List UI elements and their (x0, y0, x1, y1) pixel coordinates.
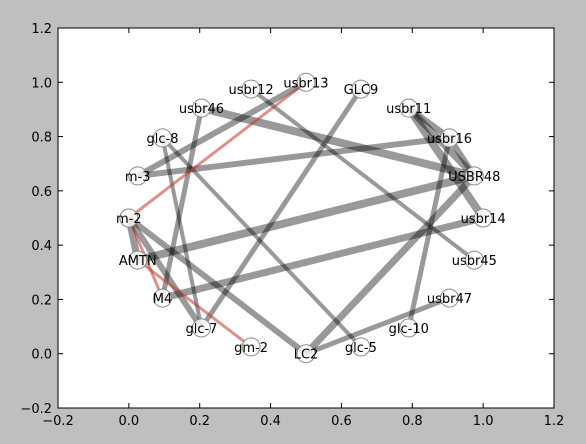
node-label-usbr47: usbr47 (427, 292, 472, 307)
node-usbr45 (464, 250, 484, 270)
node-LC2 (296, 344, 316, 364)
edge-usbr12-usbr45 (249, 87, 476, 262)
edges-layer (125, 79, 487, 357)
node-label-GLC9: GLC9 (344, 83, 379, 98)
x-tick-label: 0.6 (331, 414, 352, 429)
x-tick-label: 0.4 (260, 414, 281, 429)
x-tick-label: 0.2 (189, 414, 210, 429)
y-tick-label: 0.4 (31, 239, 52, 254)
node-glc-8 (153, 128, 173, 148)
node-label-LC2: LC2 (294, 348, 319, 363)
edge-usbr46-USBR48 (200, 104, 476, 180)
edge-AMTN-USBR48 (136, 172, 476, 264)
node-m-3 (128, 166, 148, 186)
node-label-gm-2: gm-2 (234, 341, 268, 356)
edge-usbr13-m-3 (136, 79, 308, 179)
y-tick-label: 0.6 (31, 185, 52, 200)
node-label-usbr12: usbr12 (229, 83, 274, 98)
y-tick-label: 0.8 (31, 131, 52, 146)
x-tick-label: 0.0 (119, 414, 140, 429)
node-glc-7 (191, 318, 211, 338)
edge-m-2-glc-7 (126, 216, 204, 330)
node-usbr14 (473, 208, 493, 228)
node-GLC9 (351, 79, 371, 99)
x-tick-label: −0.2 (42, 414, 74, 429)
edge-usbr46-M4 (160, 107, 204, 299)
y-tick-label: 1.2 (31, 22, 52, 37)
y-tick-label: 0.0 (31, 348, 52, 363)
edge-glc-8-glc-7 (160, 137, 204, 329)
edge-usbr13-m-2 (127, 81, 307, 220)
edge-usbr11-usbr14 (405, 105, 487, 221)
edge-M4-usbr14 (161, 214, 484, 302)
node-usbr16 (439, 128, 459, 148)
node-label-glc-7: glc-7 (185, 322, 217, 337)
y-tick-label: 1.0 (31, 76, 52, 91)
node-usbr11 (399, 98, 419, 118)
axis-ticks: −0.2 0.0 0.2 0.4 0.6 0.8 1.0 1.2 −0.2 0.0 0.2 0.4 0.… (20, 22, 564, 429)
node-glc-5 (351, 337, 371, 357)
x-tick-label: 0.8 (402, 414, 423, 429)
node-label-M4: M4 (153, 292, 173, 307)
node-label-usbr45: usbr45 (452, 254, 497, 269)
edge-glc-8-glc-5 (161, 136, 363, 349)
node-label-glc-5: glc-5 (345, 341, 377, 356)
node-m-2 (119, 208, 139, 228)
node-label-USBR48: USBR48 (448, 170, 500, 185)
x-tick-label: 1.0 (473, 414, 494, 429)
node-label-m-2: m-2 (116, 212, 142, 227)
node-usbr13 (296, 72, 316, 92)
node-glc-10 (399, 318, 419, 338)
node-usbr12 (241, 79, 261, 99)
node-label-m-3: m-3 (125, 170, 151, 185)
node-label-usbr16: usbr16 (427, 132, 472, 147)
edge-USBR48-LC2 (303, 173, 477, 357)
node-usbr46 (191, 98, 211, 118)
node-labels: usbr13 GLC9 usbr11 usbr16 USBR48 usbr14 usbr45… (116, 76, 506, 362)
edge-AMTN-gm-2 (136, 258, 252, 349)
edge-GLC9-glc-7 (199, 87, 363, 330)
node-label-AMTN: AMTN (119, 254, 157, 269)
node-usbr47 (439, 288, 459, 308)
node-AMTN (128, 250, 148, 270)
node-label-usbr14: usbr14 (461, 212, 506, 227)
node-label-usbr46: usbr46 (179, 102, 224, 117)
node-label-usbr13: usbr13 (283, 76, 328, 91)
node-gm-2 (241, 337, 261, 357)
node-label-glc-10: glc-10 (389, 322, 429, 337)
node-USBR48 (464, 166, 484, 186)
y-tick-label: 0.2 (31, 293, 52, 308)
edge-usbr47-LC2 (305, 295, 451, 357)
node-label-usbr11: usbr11 (386, 102, 431, 117)
nodes-layer (119, 72, 493, 364)
node-M4 (153, 288, 173, 308)
edge-m-2-LC2 (127, 215, 308, 357)
x-tick-label: 1.2 (544, 414, 565, 429)
node-label-glc-8: glc-8 (147, 132, 179, 147)
edge-usbr16-glc-10 (406, 137, 452, 329)
y-tick-label: −0.2 (20, 402, 52, 417)
